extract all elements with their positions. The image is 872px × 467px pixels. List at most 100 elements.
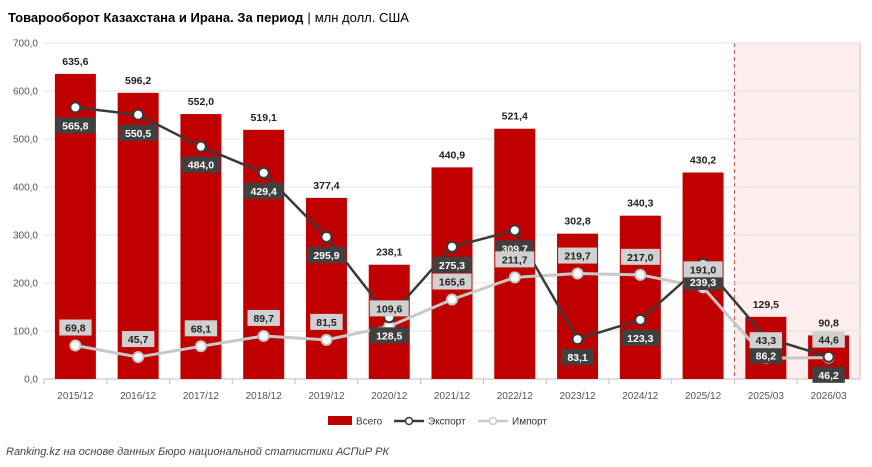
import-label-bg <box>495 251 535 268</box>
x-tick-label: 2025/12 <box>685 391 722 402</box>
import-label-bg <box>812 331 845 348</box>
bar-total-label: 129,5 <box>753 299 779 311</box>
export-label-bg <box>561 349 594 366</box>
export-point <box>194 140 207 153</box>
import-point <box>634 268 647 281</box>
export-label: 565,8 <box>62 120 88 132</box>
y-tick-label: 100,0 <box>13 327 38 338</box>
legend-swatch-import-point <box>488 416 498 426</box>
import-point <box>571 267 584 280</box>
bar-total <box>431 167 473 379</box>
import-label-bg <box>749 332 783 349</box>
export-label-bg <box>620 329 660 346</box>
export-label-bg <box>118 124 158 141</box>
export-label: 86,2 <box>756 351 777 363</box>
legend-label-total: Всего <box>356 417 383 428</box>
chart-title-main: Товарооборот Казахстана и Ирана. За пери… <box>8 10 304 25</box>
x-tick-label: 2016/12 <box>120 391 157 402</box>
export-label-bg <box>812 366 845 383</box>
x-tick-label: 2023/12 <box>559 391 596 402</box>
export-label-bg <box>749 347 783 364</box>
import-label: 68,1 <box>191 323 212 335</box>
source-note: Ranking.kz на основе данных Бюро национа… <box>6 446 389 458</box>
chart-title: Товарооборот Казахстана и Ирана. За пери… <box>8 10 409 25</box>
title-separator: | <box>307 10 311 25</box>
import-label: 69,8 <box>65 322 86 334</box>
export-label-bg <box>369 327 409 344</box>
export-point <box>822 350 835 363</box>
legend-label-import: Импорт <box>512 417 547 428</box>
x-tick-label: 2017/12 <box>183 391 220 402</box>
import-label: 109,6 <box>376 303 402 315</box>
x-tick-label: 2015/12 <box>57 391 94 402</box>
export-label-bg <box>244 182 284 199</box>
import-label: 89,7 <box>253 313 274 325</box>
import-label-bg <box>432 273 472 290</box>
export-point <box>132 108 145 121</box>
export-label-bg <box>181 156 221 173</box>
bar-total-label: 552,0 <box>188 96 214 108</box>
x-tick-label: 2025/03 <box>748 391 785 402</box>
bar-total-label: 519,1 <box>251 112 277 124</box>
y-tick-label: 300,0 <box>13 231 38 242</box>
x-tick-label: 2024/12 <box>622 391 659 402</box>
export-point <box>69 101 82 114</box>
export-label: 239,3 <box>690 277 716 289</box>
import-point <box>320 333 333 346</box>
import-point <box>446 293 458 306</box>
export-label: 83,1 <box>567 352 588 364</box>
y-tick-label: 200,0 <box>13 279 38 290</box>
y-tick-label: 700,0 <box>13 39 38 50</box>
export-label-bg <box>683 274 723 291</box>
export-label: 429,4 <box>251 186 277 198</box>
export-label: 128,5 <box>376 330 402 342</box>
export-label-bg <box>306 246 346 263</box>
import-label: 165,6 <box>439 277 465 289</box>
export-point <box>634 313 647 326</box>
import-label: 44,6 <box>818 335 839 347</box>
x-tick-label: 2021/12 <box>434 391 471 402</box>
bar-total-label: 238,1 <box>376 247 402 259</box>
import-point <box>194 340 207 353</box>
legend-swatch-total <box>328 416 352 425</box>
import-point <box>508 271 521 284</box>
import-label-bg <box>683 261 723 278</box>
bar-total-label: 430,2 <box>690 155 716 167</box>
x-tick-label: 2022/12 <box>497 391 534 402</box>
y-tick-label: 600,0 <box>13 87 38 98</box>
bar-total-label: 377,4 <box>313 180 339 192</box>
legend-label-export: Экспорт <box>428 417 466 428</box>
import-label-bg <box>121 331 155 348</box>
import-label-bg <box>620 248 660 265</box>
bar-total-label: 440,9 <box>439 149 465 161</box>
export-label: 550,5 <box>125 128 151 140</box>
import-label: 81,5 <box>316 317 337 329</box>
import-label: 43,3 <box>756 335 777 347</box>
bar-total-label: 635,6 <box>62 56 88 68</box>
import-label-bg <box>247 309 280 326</box>
import-label-bg <box>184 320 218 337</box>
import-label: 45,7 <box>128 334 149 346</box>
bar-total-label: 340,3 <box>627 198 653 210</box>
y-tick-label: 400,0 <box>13 183 38 194</box>
import-label-bg <box>558 247 598 264</box>
chart-unit: млн долл. США <box>314 10 409 25</box>
export-label-bg <box>432 256 472 273</box>
export-point <box>508 224 521 237</box>
import-point <box>69 339 82 352</box>
bar-total-label: 521,4 <box>502 111 528 123</box>
import-label: 211,7 <box>502 254 528 266</box>
import-point <box>132 351 145 364</box>
x-tick-label: 2018/12 <box>246 391 283 402</box>
export-label: 275,3 <box>439 260 465 272</box>
export-point <box>257 166 270 179</box>
export-label: 123,3 <box>627 333 653 345</box>
import-label: 191,0 <box>690 264 716 276</box>
x-tick-label: 2026/03 <box>811 391 848 402</box>
bar-total <box>305 197 347 379</box>
import-label-bg <box>59 319 92 336</box>
export-label: 46,2 <box>818 370 839 382</box>
legend-swatch-export-point <box>404 416 414 426</box>
bar-total-label: 596,2 <box>125 75 151 87</box>
